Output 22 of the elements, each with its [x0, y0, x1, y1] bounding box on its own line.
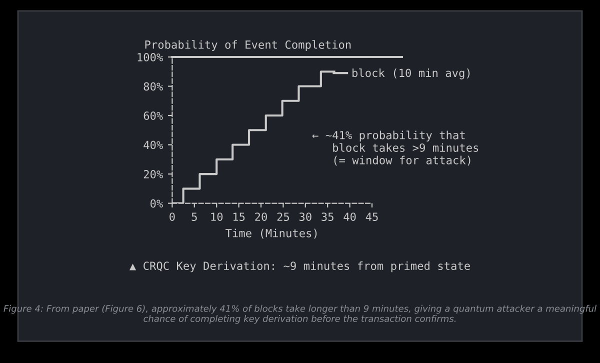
caption: Figure 4: From paper (Figure 6), approximately 41% of blocks take longer than 9 minutes, giving a quantum attacker a meaningful chance of completing key derivation before the transaction confirms. — [4, 304, 597, 324]
y-tick-label: 80% — [144, 82, 163, 91]
text: ▲ CRQC Key Derivation: ~9 minutes from primed state — [129, 261, 470, 272]
legend-label: block (10 min avg) — [352, 68, 470, 80]
x-tick-label: 10 — [211, 212, 223, 221]
x-tick-label: 0 — [170, 212, 175, 221]
y-tick-label: 20% — [144, 170, 163, 178]
annotation: ← ~41% probability that block takes >9 minutes (= window for attack) — [312, 130, 478, 166]
chart-title: Probability of Event Completion — [145, 40, 351, 51]
y-tick-label: 60% — [144, 112, 163, 120]
x-tick-label: 30 — [299, 212, 312, 221]
x-tick-label: 35 — [322, 212, 334, 221]
y-tick-label: 100% — [138, 52, 163, 62]
x-tick-label: 40 — [344, 212, 356, 221]
x-axis-title: Time (Minutes) — [226, 228, 317, 239]
x-tick-label: 5 — [192, 212, 197, 221]
y-tick-label: 0% — [150, 199, 163, 208]
x-tick-label: 45 — [366, 212, 378, 221]
x-tick-label: 25 — [277, 212, 289, 221]
y-tick-label: 40% — [144, 140, 163, 150]
x-tick-label: 20 — [255, 212, 267, 221]
x-tick-label: 15 — [233, 212, 245, 221]
